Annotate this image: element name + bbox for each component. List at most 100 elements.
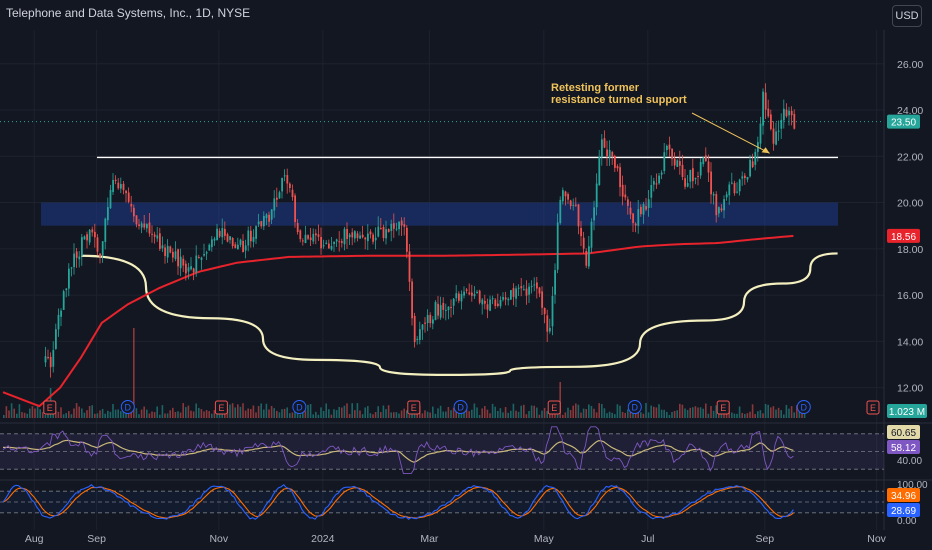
candle-body: [96, 237, 99, 252]
currency-button[interactable]: USD: [892, 5, 922, 27]
candle-body: [364, 237, 367, 240]
volume-bar: [655, 407, 658, 418]
volume-bar: [476, 407, 478, 418]
candle-body: [135, 215, 138, 225]
candle-body: [679, 161, 681, 166]
annotation-arrowhead: [761, 147, 770, 154]
candle-body: [421, 324, 424, 330]
candle-body: [211, 239, 213, 248]
volume-bar: [502, 412, 504, 418]
volume-bar: [81, 408, 83, 418]
candle-body: [702, 157, 705, 165]
candle-body: [523, 289, 525, 291]
candle-body: [790, 110, 793, 116]
volume-bar: [372, 414, 374, 418]
rsi-line: [2, 426, 794, 475]
candle-body: [255, 226, 257, 239]
volume-bar: [515, 410, 517, 418]
x-tick-label: Sep: [87, 533, 106, 545]
volume-bar: [517, 411, 520, 418]
volume-bar: [627, 409, 629, 418]
candle-body: [499, 300, 502, 307]
x-tick-label: 2024: [311, 533, 335, 545]
volume-bar: [169, 410, 171, 418]
candle-body: [671, 148, 673, 160]
volume-bar: [520, 405, 522, 418]
volume-bar: [541, 410, 543, 418]
volume-bar: [590, 405, 593, 418]
dividend-marker: [796, 400, 811, 414]
y-tick-label: 22.00: [897, 151, 923, 163]
candle-body: [372, 234, 374, 242]
volume-bar: [411, 411, 413, 418]
volume-bar: [642, 413, 645, 418]
volume-bar: [36, 404, 39, 418]
earnings-marker-label: E: [47, 403, 53, 413]
earnings-marker: [407, 400, 421, 415]
candle-body: [382, 226, 385, 238]
volume-bar: [528, 411, 530, 418]
candle-body: [205, 252, 208, 254]
volume-bar: [18, 404, 21, 418]
volume-bar: [749, 411, 751, 418]
candle-body: [239, 239, 242, 245]
candle-body: [442, 303, 445, 310]
candle-body: [88, 229, 91, 243]
earnings-marker: [547, 400, 561, 415]
volume-bar: [447, 407, 450, 418]
volume-bar: [439, 405, 442, 418]
volume-bar: [694, 406, 697, 418]
candle-body: [562, 190, 564, 202]
candle-body: [234, 244, 237, 248]
candle-body: [712, 194, 715, 196]
candle-body: [101, 241, 104, 256]
candle-body: [608, 149, 611, 158]
volume-bar: [793, 412, 795, 418]
volume-bar: [445, 411, 447, 418]
candle-body: [642, 204, 645, 215]
volume-bar: [442, 411, 444, 418]
x-tick-label: Mar: [420, 533, 439, 545]
annotation-text-line-1: Retesting former: [551, 82, 640, 94]
volume-bar: [130, 410, 132, 418]
y-tick-label: 14.00: [897, 336, 923, 348]
volume-bar: [777, 407, 780, 418]
candle-body: [390, 223, 393, 231]
candle-body: [286, 175, 289, 184]
volume-bar: [252, 405, 255, 418]
volume-bar: [491, 403, 494, 418]
candle-body: [114, 179, 117, 181]
x-tick-label: Aug: [25, 533, 44, 545]
volume-bar: [364, 407, 366, 418]
candle-body: [445, 309, 447, 311]
volume-bar: [244, 410, 247, 418]
candle-body: [289, 183, 291, 188]
volume-bar: [715, 405, 717, 418]
candle-body: [515, 288, 517, 299]
candle-body: [621, 184, 624, 197]
candle-body: [564, 191, 567, 197]
volume-bar: [762, 413, 764, 418]
rsi-level-label: 40.00: [897, 456, 922, 467]
candle-body: [99, 253, 101, 257]
candle-body: [216, 228, 218, 241]
volume-bar: [689, 407, 691, 418]
candle-body: [125, 190, 127, 194]
volume-bar: [114, 409, 117, 418]
volume-bar: [140, 409, 143, 418]
volume-bar: [538, 414, 541, 418]
candle-body: [73, 253, 75, 268]
candle-body: [450, 306, 452, 308]
candle-body: [387, 229, 390, 233]
candle-body: [361, 234, 364, 238]
stoch-top-label: 100.00: [897, 480, 928, 491]
candle-body: [328, 243, 330, 249]
candle-body: [44, 356, 47, 363]
volume-bar: [494, 406, 496, 418]
candle-body: [429, 314, 432, 324]
volume-bar: [533, 405, 535, 418]
candle-body: [741, 176, 744, 179]
candle-body: [603, 138, 606, 148]
